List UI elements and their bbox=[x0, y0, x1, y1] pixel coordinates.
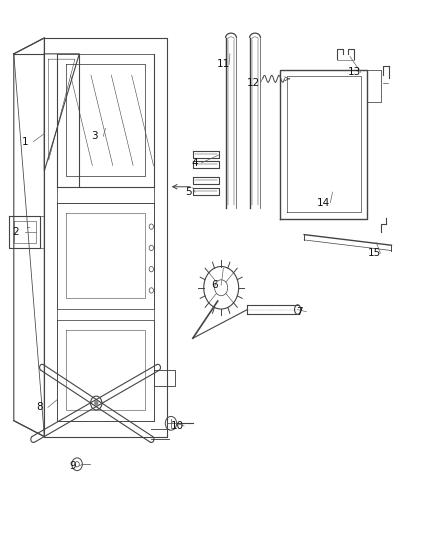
Text: 10: 10 bbox=[171, 421, 184, 431]
Text: 3: 3 bbox=[91, 131, 98, 141]
Text: 12: 12 bbox=[247, 78, 261, 88]
Text: 1: 1 bbox=[21, 136, 28, 147]
Text: 15: 15 bbox=[367, 248, 381, 258]
Text: 8: 8 bbox=[37, 402, 43, 413]
Text: 13: 13 bbox=[348, 68, 361, 77]
Text: 2: 2 bbox=[13, 227, 19, 237]
Text: 9: 9 bbox=[69, 461, 76, 471]
Text: 5: 5 bbox=[185, 187, 192, 197]
Text: 4: 4 bbox=[192, 158, 198, 168]
Circle shape bbox=[94, 400, 99, 406]
Text: 6: 6 bbox=[211, 280, 218, 290]
Text: 11: 11 bbox=[217, 60, 230, 69]
Text: 7: 7 bbox=[297, 306, 303, 317]
Text: 14: 14 bbox=[317, 198, 330, 208]
